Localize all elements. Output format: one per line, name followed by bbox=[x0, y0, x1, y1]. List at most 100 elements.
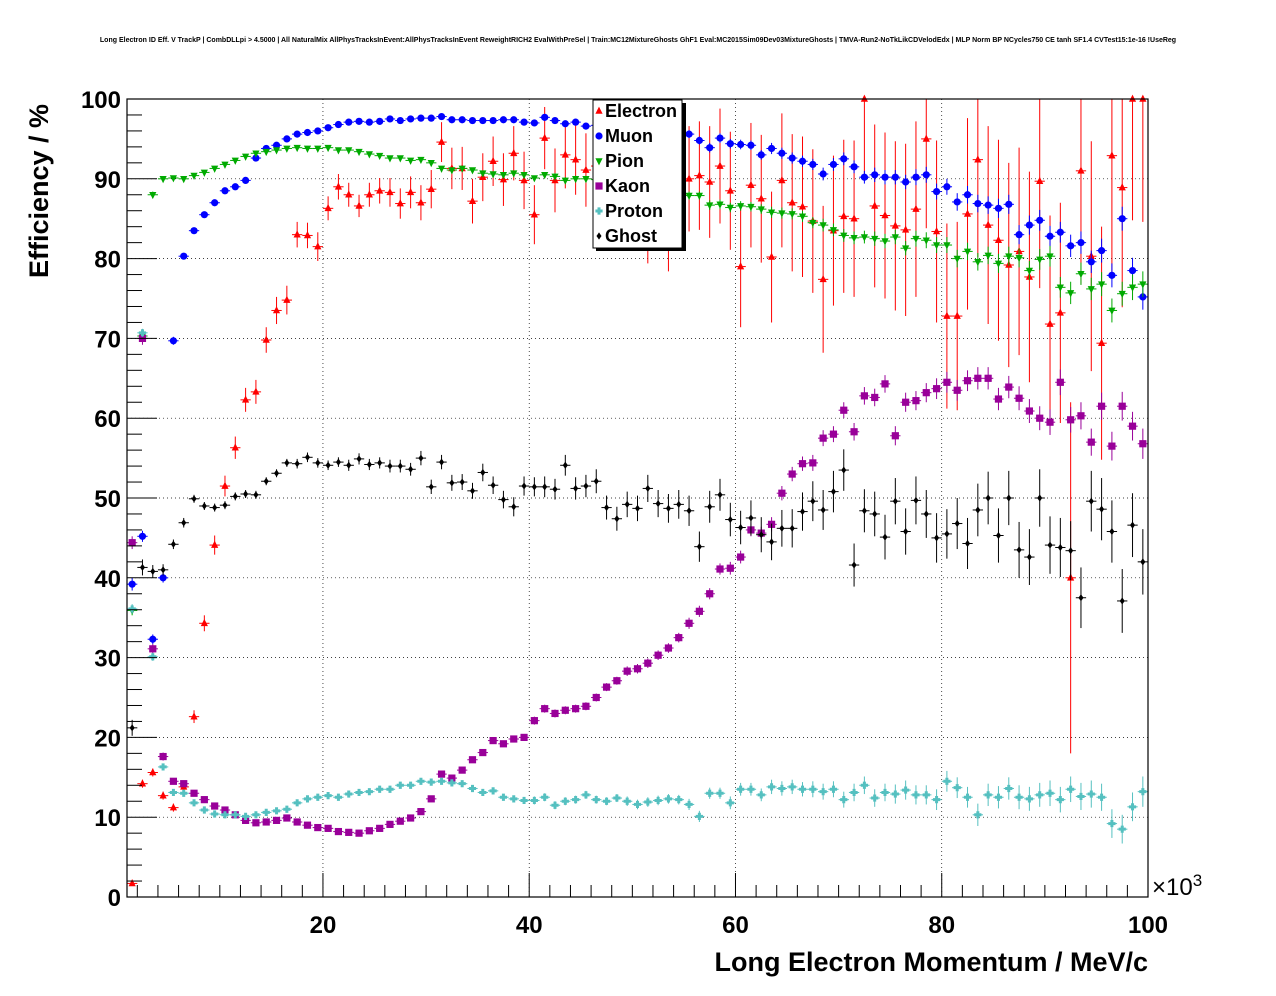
data-point bbox=[593, 477, 599, 485]
data-point bbox=[902, 245, 910, 253]
data-point bbox=[479, 788, 487, 797]
data-point bbox=[365, 827, 373, 835]
data-point bbox=[727, 515, 733, 524]
data-point bbox=[437, 165, 446, 173]
data-point bbox=[407, 814, 415, 822]
data-point bbox=[1139, 788, 1147, 796]
data-point bbox=[293, 144, 301, 153]
data-point bbox=[283, 814, 291, 822]
x-tick-label: 20 bbox=[310, 912, 337, 939]
data-point bbox=[798, 213, 807, 221]
data-point bbox=[1015, 793, 1023, 801]
data-point bbox=[355, 117, 363, 125]
data-point bbox=[695, 136, 703, 145]
y-tick-label: 10 bbox=[94, 805, 121, 832]
data-point bbox=[664, 795, 673, 803]
data-point bbox=[644, 659, 652, 667]
data-point bbox=[633, 665, 642, 673]
data-point bbox=[201, 502, 207, 510]
data-point bbox=[984, 791, 992, 799]
data-point bbox=[604, 503, 610, 512]
data-point bbox=[912, 204, 920, 212]
data-point bbox=[860, 173, 868, 181]
data-point bbox=[458, 766, 466, 774]
data-point bbox=[912, 235, 920, 244]
data-point bbox=[726, 186, 734, 194]
data-point bbox=[489, 787, 497, 795]
data-point bbox=[510, 116, 518, 124]
data-point bbox=[1139, 94, 1147, 102]
data-point bbox=[572, 176, 580, 184]
data-point bbox=[345, 790, 353, 798]
data-point bbox=[758, 531, 764, 539]
y-tick-label: 80 bbox=[94, 247, 121, 274]
data-point bbox=[314, 793, 322, 801]
data-point bbox=[510, 735, 518, 743]
data-point bbox=[1046, 418, 1054, 426]
data-point bbox=[903, 527, 909, 536]
data-point bbox=[1109, 527, 1115, 536]
data-point bbox=[902, 786, 910, 794]
data-point bbox=[840, 155, 848, 163]
data-point bbox=[963, 209, 972, 217]
data-point bbox=[169, 803, 178, 811]
data-point bbox=[303, 145, 312, 153]
data-point bbox=[521, 482, 527, 490]
data-point bbox=[417, 198, 425, 206]
data-point bbox=[541, 113, 549, 121]
data-point bbox=[468, 116, 477, 125]
data-point bbox=[1037, 494, 1043, 502]
data-point bbox=[1128, 803, 1137, 811]
data-point bbox=[1067, 242, 1075, 250]
data-point bbox=[417, 808, 425, 816]
data-point bbox=[1025, 267, 1033, 275]
data-point bbox=[881, 788, 889, 797]
data-point bbox=[602, 683, 611, 691]
data-point bbox=[994, 260, 1003, 268]
data-point bbox=[231, 443, 239, 451]
data-point bbox=[757, 791, 765, 799]
data-point bbox=[809, 160, 817, 169]
data-point bbox=[468, 784, 477, 793]
data-point bbox=[974, 374, 982, 382]
data-point bbox=[303, 821, 312, 829]
data-point bbox=[159, 752, 167, 761]
data-point bbox=[439, 458, 445, 466]
data-point bbox=[850, 214, 858, 222]
data-point bbox=[417, 777, 425, 785]
data-point bbox=[242, 176, 250, 184]
data-point bbox=[737, 785, 745, 793]
data-point bbox=[190, 799, 198, 807]
data-point bbox=[841, 466, 847, 474]
data-point bbox=[892, 497, 898, 505]
data-point bbox=[726, 204, 734, 212]
data-point bbox=[706, 144, 714, 152]
data-point bbox=[552, 485, 558, 493]
data-point bbox=[334, 120, 343, 129]
data-point bbox=[1099, 505, 1105, 513]
data-point bbox=[345, 118, 353, 126]
data-point bbox=[810, 497, 816, 505]
data-point bbox=[355, 148, 363, 157]
data-point bbox=[562, 461, 568, 469]
legend-item-electron: Electron bbox=[595, 101, 677, 121]
data-point bbox=[912, 397, 920, 405]
data-point bbox=[448, 167, 456, 175]
data-point bbox=[221, 811, 229, 819]
data-point bbox=[211, 540, 219, 548]
data-point bbox=[561, 177, 569, 185]
data-point bbox=[263, 477, 269, 485]
data-point bbox=[819, 222, 827, 230]
data-point bbox=[582, 165, 590, 173]
data-point bbox=[1067, 785, 1075, 793]
data-point bbox=[963, 377, 972, 385]
data-point bbox=[200, 796, 208, 804]
data-point bbox=[551, 801, 559, 809]
data-point bbox=[963, 191, 972, 199]
series-kaon bbox=[127, 332, 1148, 837]
data-point bbox=[1088, 497, 1094, 505]
data-point bbox=[397, 462, 403, 470]
data-point bbox=[520, 172, 528, 180]
data-point bbox=[160, 566, 166, 574]
data-point bbox=[882, 533, 888, 541]
